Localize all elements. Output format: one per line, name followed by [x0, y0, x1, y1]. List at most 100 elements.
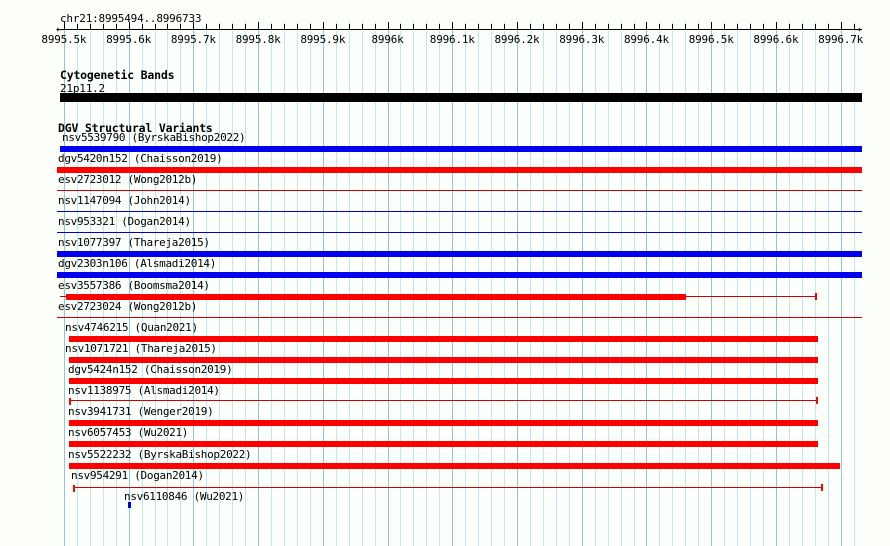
variant-label[interactable]: nsv1071721 (Thareja2015) [65, 342, 217, 355]
variant-bar[interactable] [57, 211, 862, 212]
ruler-tick [698, 24, 699, 29]
ruler-tick [375, 24, 376, 29]
variant-label[interactable]: nsv6110846 (Wu2021) [124, 490, 245, 503]
ruler-tick [543, 24, 544, 29]
variant-bar[interactable] [57, 251, 862, 257]
variant-bar[interactable] [69, 441, 818, 447]
ruler-tick [271, 24, 272, 29]
variant-label[interactable]: nsv1077397 (Thareja2015) [58, 236, 210, 249]
ruler-tick [815, 24, 816, 29]
ruler-tick [219, 24, 220, 29]
variant-label[interactable]: nsv954291 (Dogan2014) [71, 469, 204, 482]
ruler-tick [167, 24, 168, 29]
ruler-tick-label: 8996.2k [494, 33, 540, 46]
ruler-tick [750, 24, 751, 29]
ruler-right-arrow-icon: → [854, 22, 862, 36]
ruler-tick-label: 8996.7k [818, 33, 864, 46]
ruler-tick-label: 8996.5k [688, 33, 734, 46]
ruler-tick [737, 24, 738, 29]
ruler-tick [504, 24, 505, 29]
ruler-tick [854, 24, 855, 29]
ruler-tick [634, 24, 635, 29]
ruler-tick-label: 8996.1k [429, 33, 475, 46]
variant-label[interactable]: esv2723024 (Wong2012b) [58, 300, 198, 313]
variant-bar[interactable] [73, 487, 823, 488]
variant-bar[interactable] [69, 463, 840, 469]
variant-bar[interactable] [57, 317, 862, 318]
ruler-tick [90, 24, 91, 29]
ruler-tick [284, 24, 285, 29]
variant-right-cap [821, 484, 823, 491]
variant-label[interactable]: esv2723012 (Wong2012b) [58, 173, 198, 186]
ruler-tick [608, 24, 609, 29]
ruler-tick [206, 24, 207, 29]
variant-right-cap [815, 293, 817, 300]
ruler-tick [465, 24, 466, 29]
ruler-tick [388, 22, 389, 29]
ruler-tick [193, 22, 194, 29]
variant-label[interactable]: esv3557386 (Boomsma2014) [58, 279, 210, 292]
ruler-tick [802, 24, 803, 29]
ruler-tick [310, 24, 311, 29]
variant-label[interactable]: dgv2303n106 (Alsmadi2014) [58, 257, 217, 270]
ruler-tick-label: 8996.4k [623, 33, 669, 46]
ruler-tick-label: 8996.6k [753, 33, 799, 46]
ruler-tick [841, 22, 842, 29]
ruler-axis-line [60, 29, 862, 30]
variant-label[interactable]: nsv3941731 (Wenger2019) [68, 405, 214, 418]
variant-label[interactable]: nsv6057453 (Wu2021) [68, 426, 189, 439]
ruler-tick [828, 24, 829, 29]
ruler-tick [349, 24, 350, 29]
variant-bar[interactable] [57, 190, 862, 191]
variant-bar[interactable] [69, 400, 818, 401]
variant-bar[interactable] [128, 502, 131, 508]
ruler-tick [142, 24, 143, 29]
ruler-tick [659, 24, 660, 29]
ruler-tick-label: 8995.6k [106, 33, 152, 46]
ruler-tick [569, 24, 570, 29]
ruler-tick [776, 22, 777, 29]
variant-bar[interactable] [57, 232, 862, 233]
variant-label[interactable]: nsv1138975 (Alsmadi2014) [68, 384, 220, 397]
variant-bar[interactable] [69, 357, 818, 363]
ruler-tick [232, 24, 233, 29]
variant-label[interactable]: dgv5424n152 (Chaisson2019) [68, 363, 233, 376]
cytogenetic-bands-title: Cytogenetic Bands [60, 68, 175, 82]
variant-right-cap [816, 397, 818, 404]
variant-left-cap [73, 485, 75, 492]
variant-bar[interactable] [69, 336, 818, 342]
ruler-tick [517, 22, 518, 29]
ruler-tick [64, 22, 65, 29]
variant-label[interactable]: dgv5420n152 (Chaisson2019) [58, 152, 223, 165]
variant-label[interactable]: nsv5522232 (ByrskaBishop2022) [68, 448, 252, 461]
ruler-tick [478, 24, 479, 29]
variant-bar[interactable] [57, 167, 862, 173]
ruler-tick [491, 24, 492, 29]
ruler-tick-label: 8995.7k [170, 33, 216, 46]
variant-bar[interactable] [69, 420, 818, 426]
ruler-tick [323, 22, 324, 29]
ruler-tick [297, 24, 298, 29]
variant-label[interactable]: nsv1147094 (John2014) [58, 194, 191, 207]
ruler-tick [103, 24, 104, 29]
ruler-tick [724, 24, 725, 29]
variant-bar[interactable] [57, 272, 862, 278]
ruler-tick [400, 24, 401, 29]
dgv-structural-variants-title: DGV Structural Variants [58, 121, 213, 135]
variant-bar[interactable] [60, 146, 862, 152]
coordinate-ruler[interactable]: chr21:8995494..8996733 ← → 8995.5k 8995.6… [0, 0, 890, 56]
variant-label[interactable]: nsv5539790 (ByrskaBishop2022) [62, 131, 246, 144]
ruler-tick [685, 24, 686, 29]
variant-label[interactable]: nsv4746215 (Quan2021) [65, 321, 198, 334]
variant-bar[interactable] [69, 378, 818, 384]
variant-bar[interactable] [66, 294, 686, 300]
cytoband-21p11-2[interactable] [60, 93, 862, 102]
variant-label[interactable]: nsv953321 (Dogan2014) [58, 215, 191, 228]
ruler-tick [621, 24, 622, 29]
locus-label: chr21:8995494..8996733 [60, 12, 202, 25]
ruler-tick [439, 24, 440, 29]
cytoband-label: 21p11.2 [60, 82, 105, 95]
ruler-left-arrow-icon: ← [56, 22, 64, 36]
ruler-tick [763, 24, 764, 29]
